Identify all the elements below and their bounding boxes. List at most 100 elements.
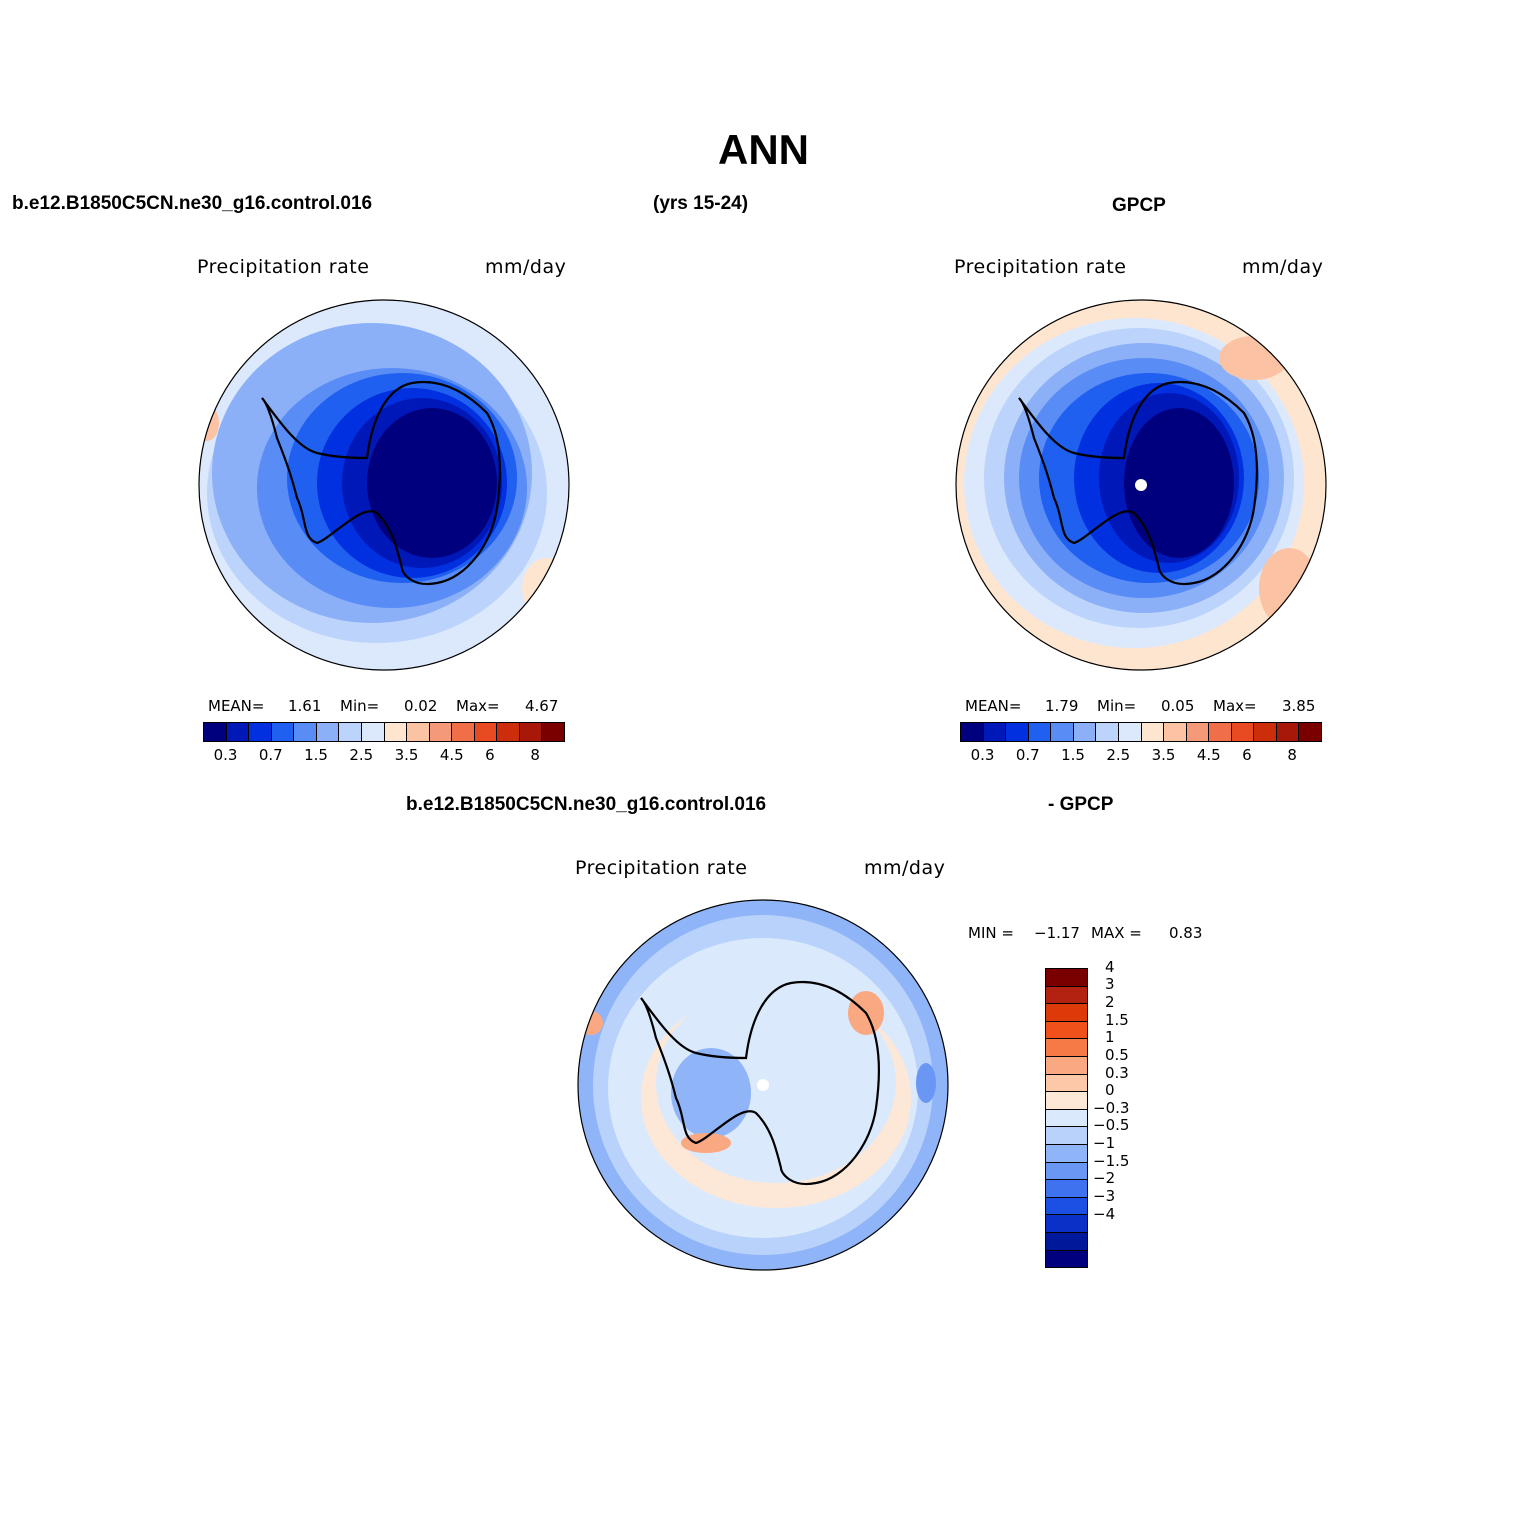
colorbar-tick-label: 3 — [1105, 975, 1115, 994]
colorbar-swatch — [1254, 723, 1277, 741]
colorbar-swatch — [542, 723, 564, 741]
colorbar-tick-label: −2 — [1093, 1169, 1116, 1188]
panel3-antarctica-coastline — [640, 980, 881, 1186]
panel1-max-value: 4.67 — [525, 697, 559, 715]
panel3-field-peninsula-negative — [671, 1048, 751, 1138]
colorbar-tick-label: 0.7 — [258, 746, 283, 764]
colorbar-tick-label: 3.5 — [394, 746, 419, 764]
colorbar-tick-label: 1.5 — [304, 746, 328, 764]
panel3-map-boundary — [577, 899, 949, 1271]
panel2-field-warm-patch — [1219, 336, 1289, 380]
panel3-field-positive-patch-2 — [681, 1133, 731, 1153]
colorbar-tick-label: 3.5 — [1151, 746, 1176, 764]
panel1-min-value: 0.02 — [404, 697, 438, 715]
panel3-units-label: mm/day — [864, 857, 946, 879]
colorbar-swatch — [519, 723, 543, 741]
colorbar-swatch — [1046, 1250, 1087, 1268]
colorbar-tick-label: −0.3 — [1093, 1098, 1130, 1117]
panel1-max-label: Max= — [456, 697, 500, 715]
panel1-colorbar — [203, 722, 565, 742]
colorbar-swatch — [1164, 723, 1187, 741]
colorbar-swatch — [1046, 1092, 1087, 1110]
panel3-pole-hole — [757, 1079, 769, 1091]
panel2-map-boundary — [955, 299, 1327, 671]
colorbar-tick-label: 6 — [485, 746, 495, 764]
colorbar-swatch — [1046, 1127, 1087, 1145]
colorbar-tick-label: −1 — [1093, 1134, 1116, 1153]
panel3-minus-label: - GPCP — [1048, 794, 1114, 815]
panel1-field-warm-patch-2 — [199, 405, 219, 441]
colorbar-swatch — [983, 723, 1007, 741]
panel3-max-label: MAX = — [1091, 924, 1142, 942]
panel3-min-value: −1.17 — [1034, 924, 1080, 942]
colorbar-swatch — [1141, 723, 1165, 741]
colorbar-swatch — [1299, 723, 1321, 741]
colorbar-swatch — [1231, 723, 1255, 741]
panel3-field-negative-patch — [916, 1063, 936, 1103]
panel1-field-warm-patch — [522, 558, 569, 618]
colorbar-swatch — [384, 723, 408, 741]
panel2-polar-map — [955, 299, 1327, 671]
colorbar-swatch — [1028, 723, 1052, 741]
colorbar-swatch — [1118, 723, 1142, 741]
colorbar-swatch — [1046, 1004, 1087, 1022]
colorbar-swatch — [316, 723, 340, 741]
colorbar-tick-label: 0.3 — [970, 746, 995, 764]
panel1-polar-map — [198, 299, 570, 671]
panel2-case-label: GPCP — [1112, 195, 1166, 216]
colorbar-swatch — [1276, 723, 1300, 741]
panel2-variable-label: Precipitation rate — [954, 256, 1127, 278]
panel2-min-value: 0.05 — [1161, 697, 1195, 715]
panel1-antarctica-coastline — [261, 380, 502, 586]
colorbar-swatch — [1046, 1074, 1087, 1093]
colorbar-swatch — [294, 723, 317, 741]
colorbar-tick-label: 2.5 — [349, 746, 374, 764]
colorbar-tick-label: 4 — [1105, 957, 1115, 976]
colorbar-tick-label: 2.5 — [1106, 746, 1131, 764]
colorbar-tick-label: −1.5 — [1093, 1151, 1130, 1170]
colorbar-swatch — [1046, 1021, 1087, 1040]
panel2-min-label: Min= — [1097, 697, 1137, 715]
colorbar-tick-label: 0.7 — [1015, 746, 1040, 764]
colorbar-swatch — [1209, 723, 1232, 741]
colorbar-tick-label: 4.5 — [1196, 746, 1221, 764]
panel1-units-label: mm/day — [485, 256, 567, 278]
colorbar-swatch — [1046, 1039, 1087, 1057]
panel1-min-label: Min= — [340, 697, 380, 715]
panel1-variable-label: Precipitation rate — [197, 256, 370, 278]
panel2-field-core — [1124, 408, 1234, 558]
panel3-field-positive-patch-3 — [579, 1011, 603, 1035]
colorbar-swatch — [249, 723, 272, 741]
panel2-mean-label: MEAN= — [965, 697, 1022, 715]
colorbar-tick-label: 0 — [1105, 1081, 1115, 1100]
panel1-map-boundary — [198, 299, 570, 671]
colorbar-swatch — [361, 723, 385, 741]
colorbar-tick-label: 8 — [530, 746, 540, 764]
colorbar-swatch — [497, 723, 520, 741]
panel3-max-value: 0.83 — [1169, 924, 1203, 942]
colorbar-swatch — [429, 723, 453, 741]
colorbar-tick-label: −4 — [1093, 1204, 1116, 1223]
colorbar-swatch — [1046, 1144, 1087, 1163]
colorbar-tick-label: 1.5 — [1061, 746, 1085, 764]
colorbar-swatch — [1046, 986, 1087, 1005]
panel1-case-label: b.e12.B1850C5CN.ne30_g16.control.016 — [12, 193, 373, 214]
colorbar-tick-label: 2 — [1105, 992, 1115, 1011]
colorbar-swatch — [407, 723, 430, 741]
colorbar-tick-label: 4.5 — [439, 746, 464, 764]
colorbar-swatch — [961, 723, 984, 741]
colorbar-tick-label: 6 — [1242, 746, 1252, 764]
panel3-case-label: b.e12.B1850C5CN.ne30_g16.control.016 — [406, 794, 767, 815]
colorbar-tick-label: 1.5 — [1105, 1010, 1129, 1029]
panel2-colorbar — [960, 722, 1322, 742]
panel2-antarctica-coastline — [1018, 380, 1259, 586]
colorbar-swatch — [1051, 723, 1074, 741]
colorbar-swatch — [1046, 1056, 1087, 1075]
panel2-units-label: mm/day — [1242, 256, 1324, 278]
panel1-field-core — [367, 408, 497, 558]
colorbar-tick-label: −3 — [1093, 1187, 1116, 1206]
colorbar-swatch — [452, 723, 475, 741]
colorbar-swatch — [226, 723, 250, 741]
colorbar-tick-label: 0.3 — [1105, 1063, 1129, 1082]
colorbar-tick-label: 0.5 — [1105, 1045, 1129, 1064]
